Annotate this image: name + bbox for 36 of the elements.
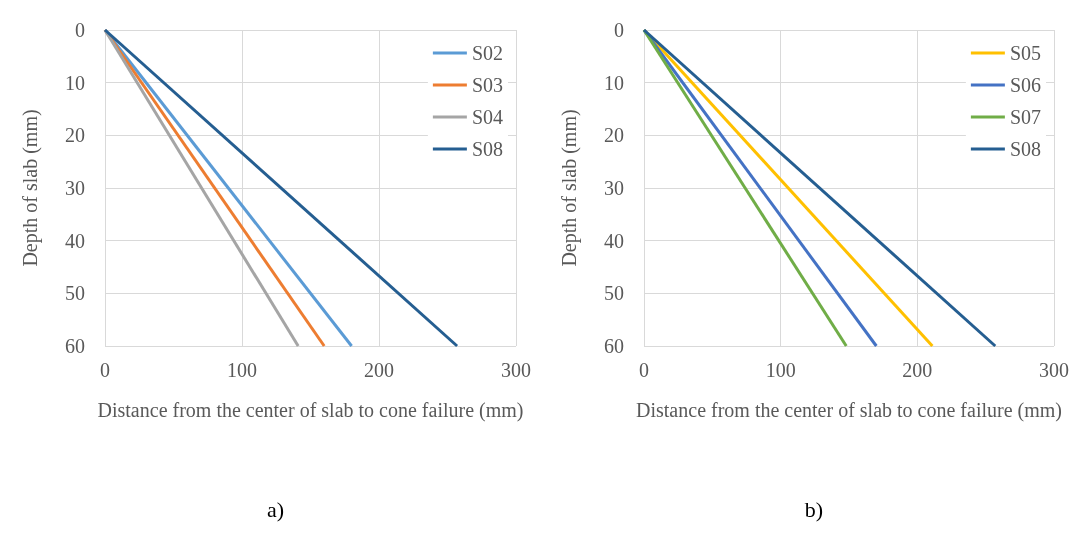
y-tick-label: 30 xyxy=(604,177,624,199)
legend-label: S08 xyxy=(1009,138,1041,160)
legend-label: S08 xyxy=(471,138,503,160)
x-axis-title: Distance from the center of slab to cone failure (mm) xyxy=(636,399,1062,422)
y-tick-label: 50 xyxy=(604,282,624,305)
y-tick-label: 20 xyxy=(65,124,85,147)
x-axis-title: Distance from the center of slab to cone failure (mm) xyxy=(97,399,524,422)
legend-label: S02 xyxy=(471,42,503,64)
x-tick-label: 300 xyxy=(501,359,531,381)
y-tick-label: 10 xyxy=(604,71,624,94)
y-tick-label: 0 xyxy=(614,19,624,41)
x-tick-label: 100 xyxy=(765,359,796,381)
y-tick-label: 60 xyxy=(604,335,624,357)
text: a) xyxy=(266,496,285,522)
legend-label: S03 xyxy=(471,74,503,96)
y-tick-label: 60 xyxy=(65,335,85,357)
legend-label: S06 xyxy=(1009,74,1041,96)
x-tick-label: 0 xyxy=(100,359,110,381)
x-tick-label: 0 xyxy=(639,359,649,381)
y-axis-title: Depth of slab (mm) xyxy=(19,109,42,267)
x-tick-label: 200 xyxy=(364,359,394,381)
y-tick-label: 30 xyxy=(65,177,85,199)
x-tick-label: 100 xyxy=(227,359,257,381)
legend-label: S05 xyxy=(1009,42,1041,64)
y-tick-label: 50 xyxy=(65,282,85,305)
legend-label: S04 xyxy=(471,106,503,128)
y-tick-label: 10 xyxy=(65,71,85,94)
x-tick-label: 200 xyxy=(902,359,933,381)
y-tick-label: 40 xyxy=(65,229,85,252)
x-tick-label: 300 xyxy=(1039,359,1069,381)
y-tick-label: 0 xyxy=(75,19,85,41)
y-axis-title: Depth of slab (mm) xyxy=(558,109,581,267)
legend-label: S07 xyxy=(1009,106,1041,128)
text: b) xyxy=(804,496,824,522)
y-tick-label: 40 xyxy=(604,229,624,252)
y-tick-label: 20 xyxy=(604,124,624,147)
